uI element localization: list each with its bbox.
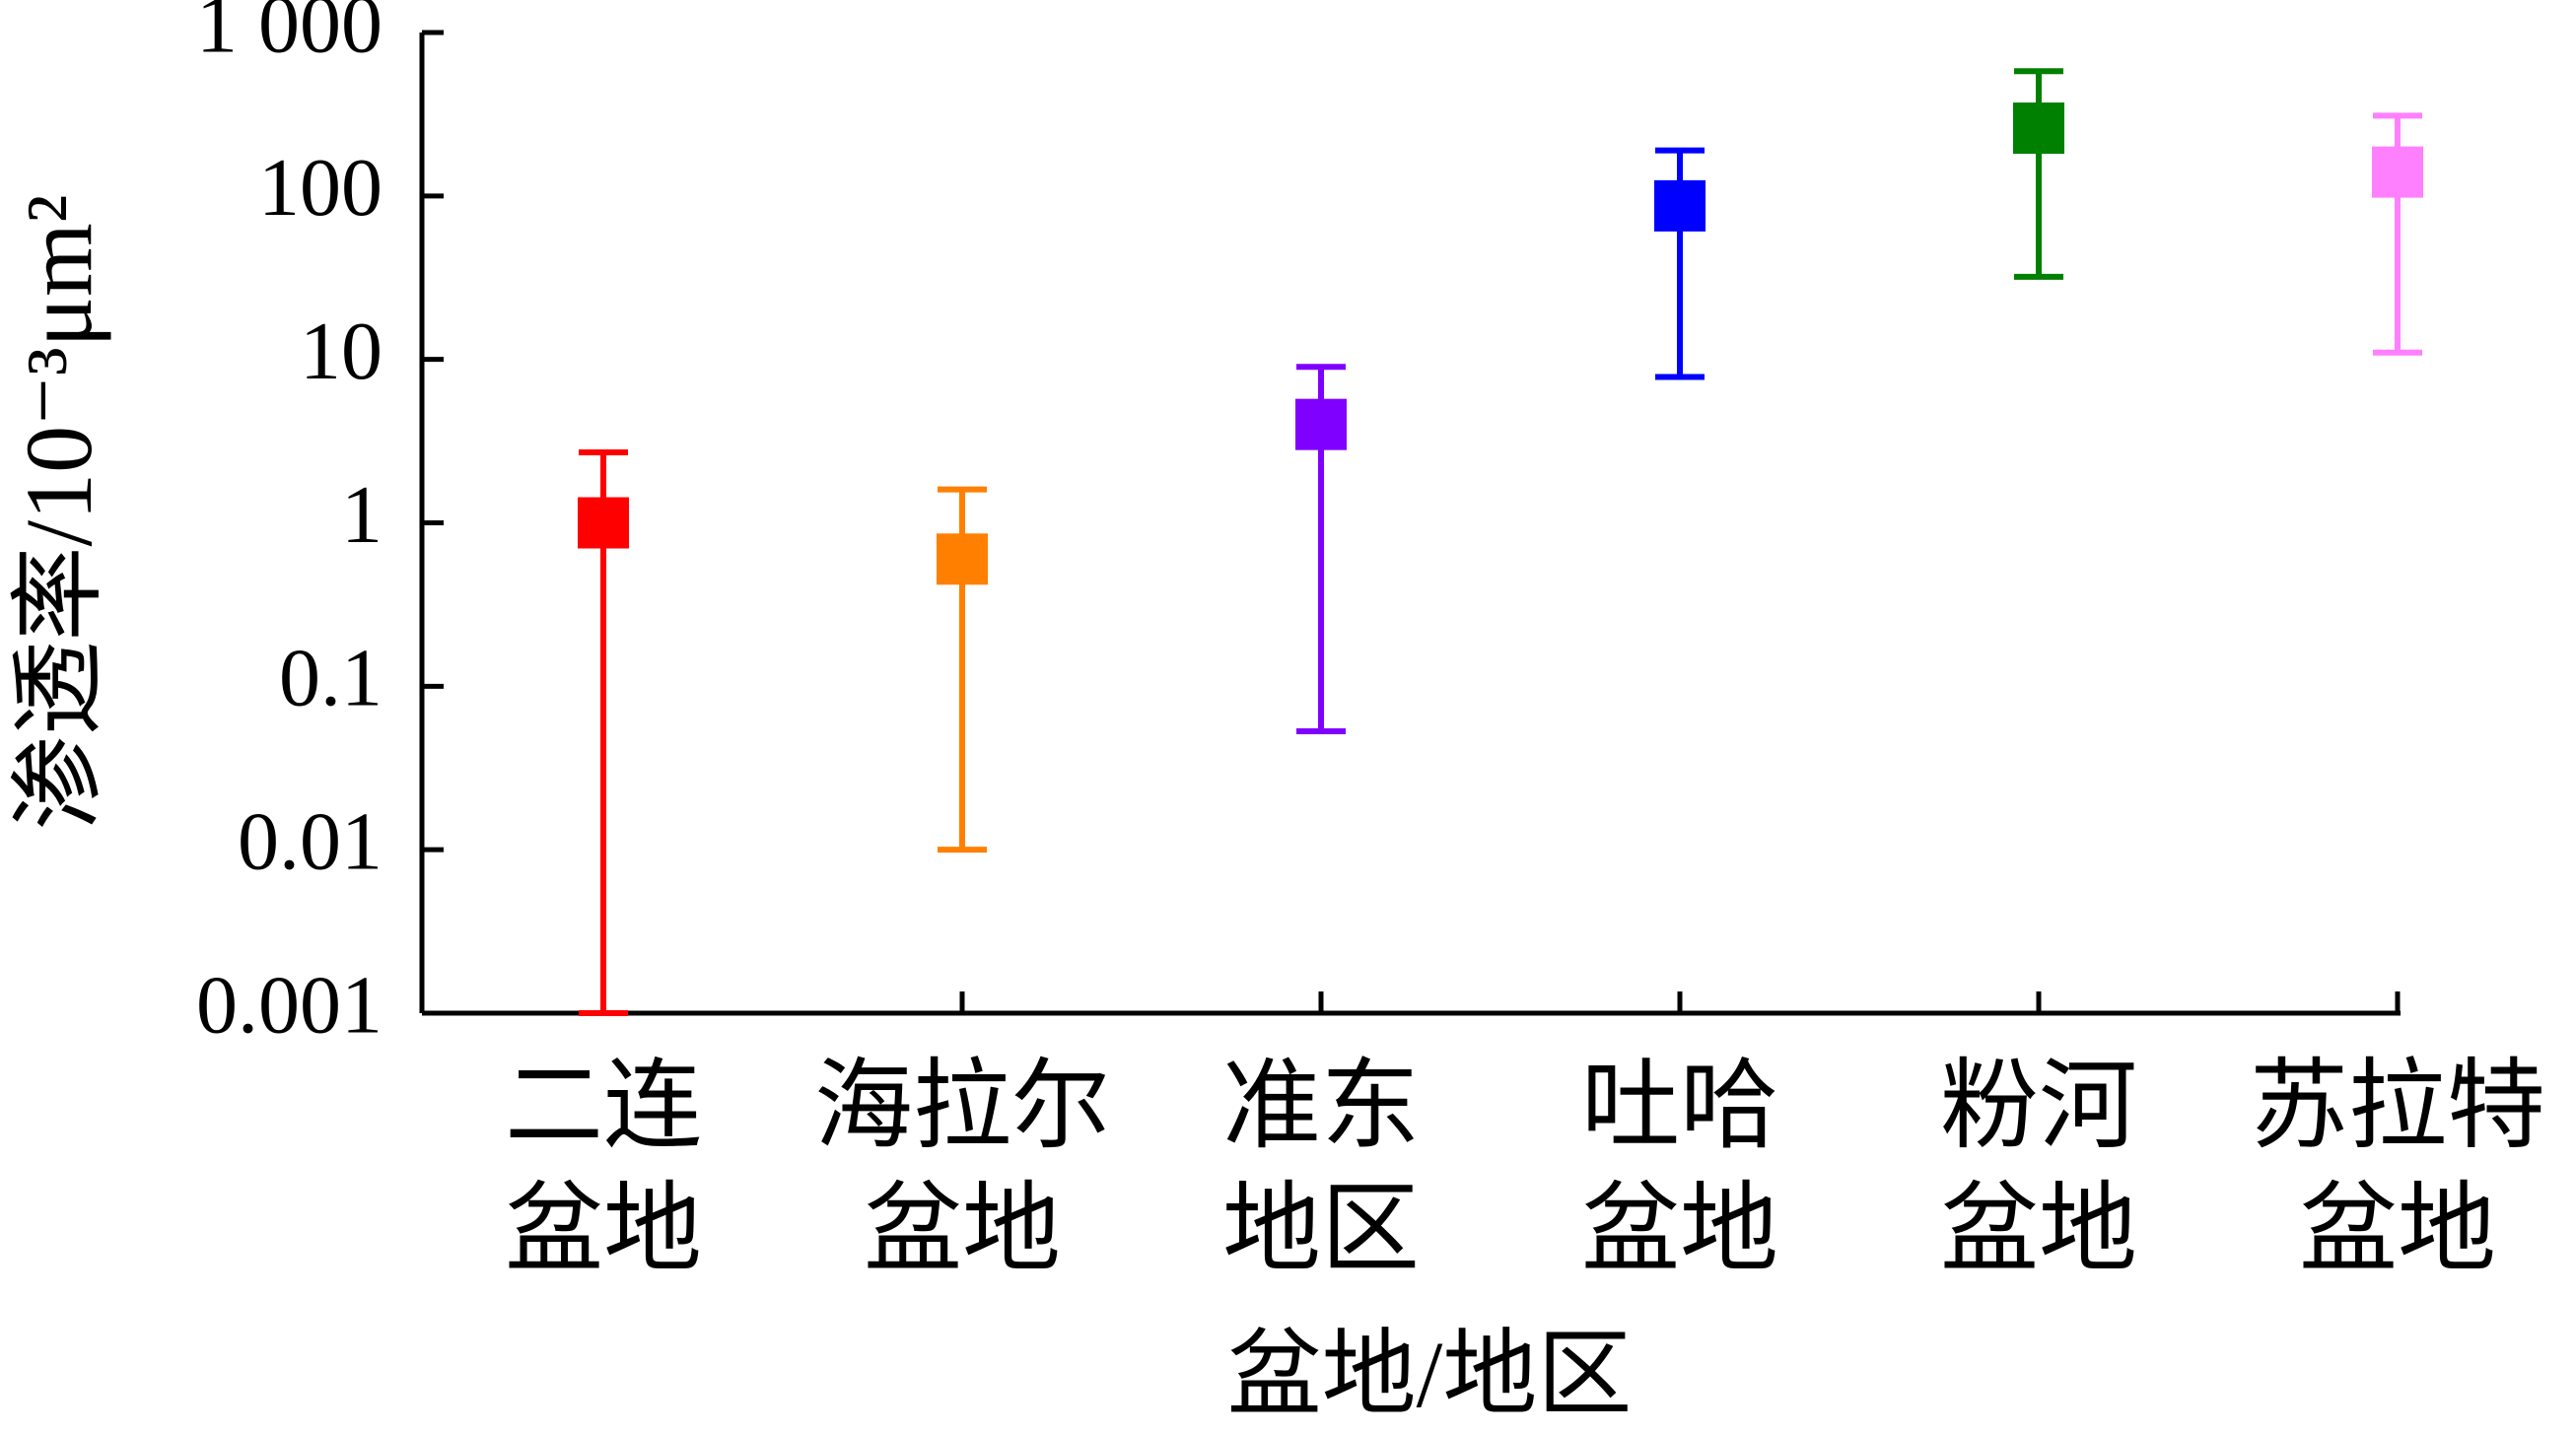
marker xyxy=(1295,398,1347,450)
y-tick-label: 0.01 xyxy=(238,795,383,887)
x-tick-label: 盆地 xyxy=(505,1175,702,1284)
x-tick-label: 盆地 xyxy=(864,1175,1061,1284)
x-tick-label: 苏拉特 xyxy=(2250,1052,2545,1161)
marker xyxy=(2013,102,2064,155)
x-tick-label: 海拉尔 xyxy=(814,1052,1110,1161)
y-tick-label: 100 xyxy=(258,142,383,234)
x-tick-label: 二连 xyxy=(505,1052,702,1161)
marker xyxy=(2372,146,2423,198)
x-tick-label: 粉河 xyxy=(1940,1052,2137,1161)
marker xyxy=(578,497,629,549)
x-tick-label: 盆地 xyxy=(2299,1175,2496,1284)
x-tick-label: 盆地 xyxy=(1940,1175,2137,1284)
y-tick-label: 1 xyxy=(341,469,383,561)
y-axis-title: 渗透率/10⁻³μm² xyxy=(6,194,111,830)
x-tick-label: 地区 xyxy=(1222,1175,1420,1284)
x-tick-label: 准东 xyxy=(1222,1052,1420,1161)
y-tick-label: 1 000 xyxy=(196,0,383,70)
y-tick-label: 0.1 xyxy=(279,633,383,724)
y-tick-label: 0.001 xyxy=(196,959,383,1051)
y-tick-label: 10 xyxy=(300,306,383,397)
x-tick-label: 吐哈 xyxy=(1581,1052,1778,1161)
marker xyxy=(937,533,988,585)
x-tick-label: 盆地 xyxy=(1581,1175,1778,1284)
marker xyxy=(1654,179,1706,232)
x-axis-title: 盆地/地区 xyxy=(1227,1322,1633,1427)
